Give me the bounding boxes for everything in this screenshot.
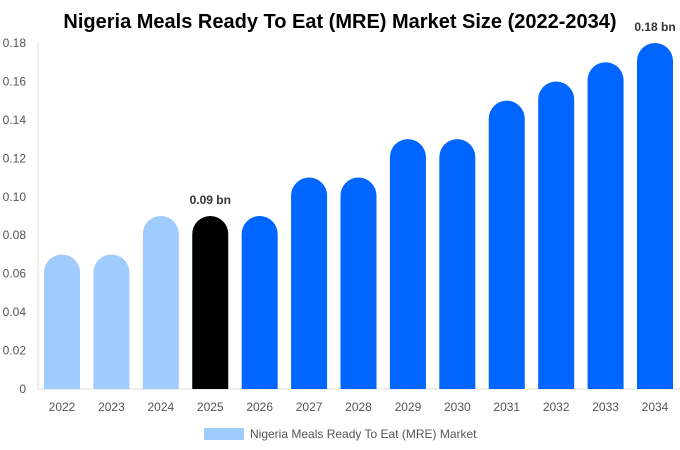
bar-2034 <box>637 43 673 389</box>
y-tick-label: 0.06 <box>3 267 27 281</box>
bar-2027 <box>291 177 328 389</box>
bar-2031 <box>488 100 525 389</box>
y-tick-label: 0 <box>19 382 26 396</box>
x-tick-label: 2030 <box>444 400 471 414</box>
y-tick-label: 0.08 <box>3 228 27 242</box>
bar-2023 <box>93 254 130 389</box>
y-tick-label: 0.14 <box>3 113 27 127</box>
bar-2033 <box>587 62 624 389</box>
bar-2024 <box>142 216 179 389</box>
bar-2032 <box>538 81 575 389</box>
x-tick-label: 2027 <box>296 400 323 414</box>
x-tick-label: 2029 <box>395 400 422 414</box>
x-tick-label: 2022 <box>49 400 76 414</box>
x-tick-label: 2024 <box>147 400 174 414</box>
y-tick-label: 0.12 <box>3 151 27 165</box>
x-tick-label: 2033 <box>592 400 619 414</box>
legend-swatch <box>204 428 244 440</box>
bar-2029 <box>389 139 426 389</box>
data-label: 0.18 bn <box>634 20 675 34</box>
legend: Nigeria Meals Ready To Eat (MRE) Market <box>204 427 477 441</box>
data-label: 0.09 bn <box>190 193 231 207</box>
bar-2030 <box>439 139 476 389</box>
x-tick-label: 2025 <box>197 400 224 414</box>
chart-title: Nigeria Meals Ready To Eat (MRE) Market … <box>63 11 616 33</box>
x-tick-label: 2034 <box>642 400 669 414</box>
y-tick-label: 0.18 <box>3 36 27 50</box>
bar-2022 <box>44 254 80 389</box>
x-tick-label: 2031 <box>493 400 520 414</box>
x-tick-label: 2028 <box>345 400 372 414</box>
legend-label: Nigeria Meals Ready To Eat (MRE) Market <box>250 427 477 441</box>
x-tick-label: 2032 <box>543 400 570 414</box>
bar-2025 <box>192 216 229 389</box>
x-tick-label: 2026 <box>246 400 273 414</box>
y-tick-label: 0.16 <box>3 74 27 88</box>
y-tick-label: 0.10 <box>3 190 27 204</box>
bar-2028 <box>340 177 377 389</box>
y-tick-label: 0.02 <box>3 344 27 358</box>
y-tick-label: 0.04 <box>3 305 27 319</box>
x-tick-label: 2023 <box>98 400 125 414</box>
bar-2026 <box>241 216 278 389</box>
